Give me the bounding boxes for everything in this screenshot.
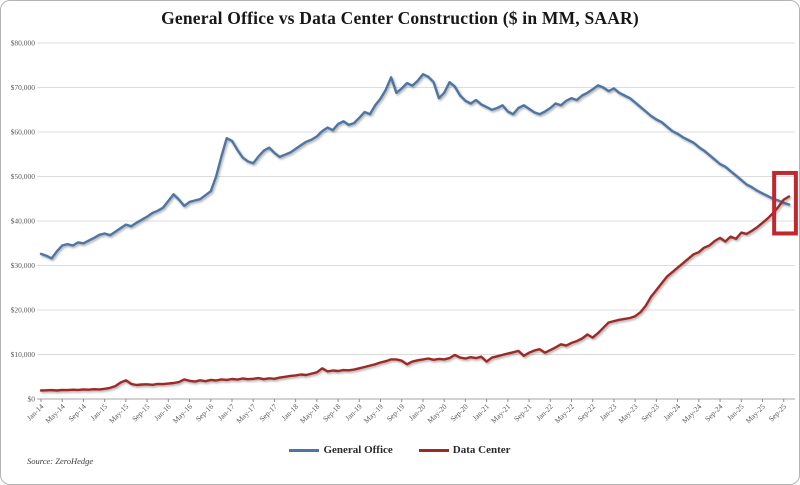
x-axis-label: Sep-23 xyxy=(639,402,661,424)
x-axis-label: May-15 xyxy=(107,402,130,425)
x-axis-label: Jan-23 xyxy=(598,402,619,423)
x-axis-label: Jan-22 xyxy=(534,402,555,423)
x-axis-label: May-22 xyxy=(553,402,576,425)
legend-item-data-center: Data Center xyxy=(418,444,511,456)
y-axis-label: $50,000 xyxy=(11,172,36,181)
x-axis-label: May-20 xyxy=(425,402,448,425)
x-axis-label: Jan-17 xyxy=(216,402,237,423)
x-axis-label: Sep-21 xyxy=(512,402,534,424)
x-axis-label: Sep-15 xyxy=(130,402,152,424)
x-axis-label: May-23 xyxy=(616,402,639,425)
y-axis-label: $30,000 xyxy=(11,261,36,270)
general-office-line-swatch-icon xyxy=(289,448,320,452)
x-axis-label: Sep-18 xyxy=(321,402,343,424)
x-axis-label: Sep-16 xyxy=(194,402,216,424)
y-axis-label: $0 xyxy=(28,395,36,404)
chart-title: General Office vs Data Center Constructi… xyxy=(161,8,639,28)
x-axis-label: Jan-16 xyxy=(152,402,173,423)
x-axis-label: May-18 xyxy=(298,402,321,425)
source-note: Source: ZeroHedge xyxy=(27,456,94,466)
legend-label-general-office: General Office xyxy=(323,444,393,456)
x-axis-label: May-25 xyxy=(744,402,767,425)
x-axis-label: Jan-19 xyxy=(343,402,364,423)
y-axis-label: $80,000 xyxy=(11,39,36,48)
x-axis-label: Jan-15 xyxy=(89,402,110,423)
x-axis-label: May-21 xyxy=(489,402,512,425)
x-axis-label: Jan-24 xyxy=(662,402,683,423)
x-axis-label: Sep-25 xyxy=(767,402,789,424)
data-center-line-swatch-icon xyxy=(418,448,449,452)
x-axis-label: Sep-17 xyxy=(257,402,279,424)
y-axis-label: $20,000 xyxy=(11,306,36,315)
series-line-data-center xyxy=(39,195,791,392)
highlight-box xyxy=(772,170,798,236)
x-axis-label: Jan-14 xyxy=(25,402,46,423)
x-axis-label: Jan-21 xyxy=(471,402,492,423)
y-axis-label: $70,000 xyxy=(11,83,36,92)
x-axis-label: Sep-24 xyxy=(703,402,725,424)
x-axis-label: May-16 xyxy=(171,402,194,425)
x-axis-label: Sep-22 xyxy=(576,402,598,424)
x-axis-label: May-24 xyxy=(680,402,703,425)
series-line-general-office xyxy=(39,72,791,260)
x-axis-label: Jan-18 xyxy=(280,402,301,423)
x-axis-label: May-14 xyxy=(43,402,66,425)
y-axis-label: $60,000 xyxy=(11,128,36,137)
x-axis-label: May-17 xyxy=(234,402,257,425)
legend-label-data-center: Data Center xyxy=(452,444,511,456)
x-axis-label: Sep-14 xyxy=(66,402,88,424)
x-axis-label: Sep-20 xyxy=(448,402,470,424)
x-axis-label: Sep-19 xyxy=(385,402,407,424)
x-axis-label: Jan-20 xyxy=(407,402,428,423)
y-axis-label: $10,000 xyxy=(11,350,36,359)
y-axis-label: $40,000 xyxy=(11,217,36,226)
x-axis-label: May-19 xyxy=(362,402,385,425)
x-axis-label: Jan-25 xyxy=(725,402,746,423)
legend: General Office Data Center xyxy=(1,444,799,456)
legend-item-general-office: General Office xyxy=(289,444,393,456)
